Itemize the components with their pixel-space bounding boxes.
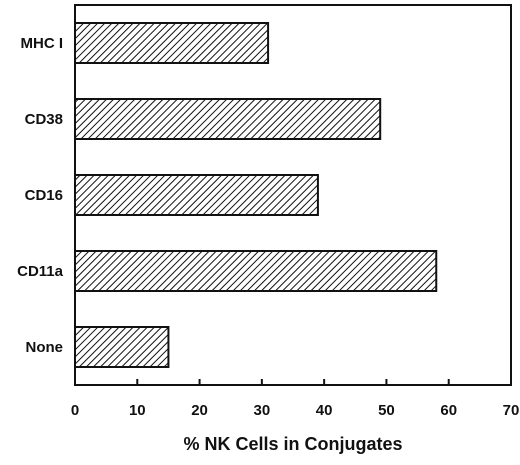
- x-tick-label: 30: [254, 402, 271, 419]
- x-tick-label: 20: [191, 402, 208, 419]
- x-tick-label: 70: [503, 402, 520, 419]
- x-tick-label: 50: [378, 402, 395, 419]
- category-label-none: None: [26, 339, 64, 356]
- x-tick-label: 60: [440, 402, 457, 419]
- x-tick-label: 40: [316, 402, 333, 419]
- bar-cd16: [74, 174, 319, 216]
- x-axis-title: % NK Cells in Conjugates: [183, 434, 402, 454]
- bar-none: [74, 326, 170, 368]
- category-label-cd11a: CD11a: [17, 263, 64, 280]
- category-label-mhc-i: MHC I: [21, 35, 64, 52]
- bar-mhc-i: [74, 22, 270, 64]
- category-label-cd16: CD16: [25, 187, 63, 204]
- x-tick-label: 0: [71, 402, 79, 419]
- x-axis-ticks: 0 10 20 30 40 50 60 70: [71, 379, 520, 419]
- x-tick-label: 10: [129, 402, 146, 419]
- category-labels: MHC I CD38 CD16 CD11a None: [17, 35, 64, 356]
- bar-cd38: [74, 98, 382, 140]
- bar-cd11a: [74, 250, 438, 292]
- category-label-cd38: CD38: [25, 111, 63, 128]
- bars-group: [74, 22, 438, 368]
